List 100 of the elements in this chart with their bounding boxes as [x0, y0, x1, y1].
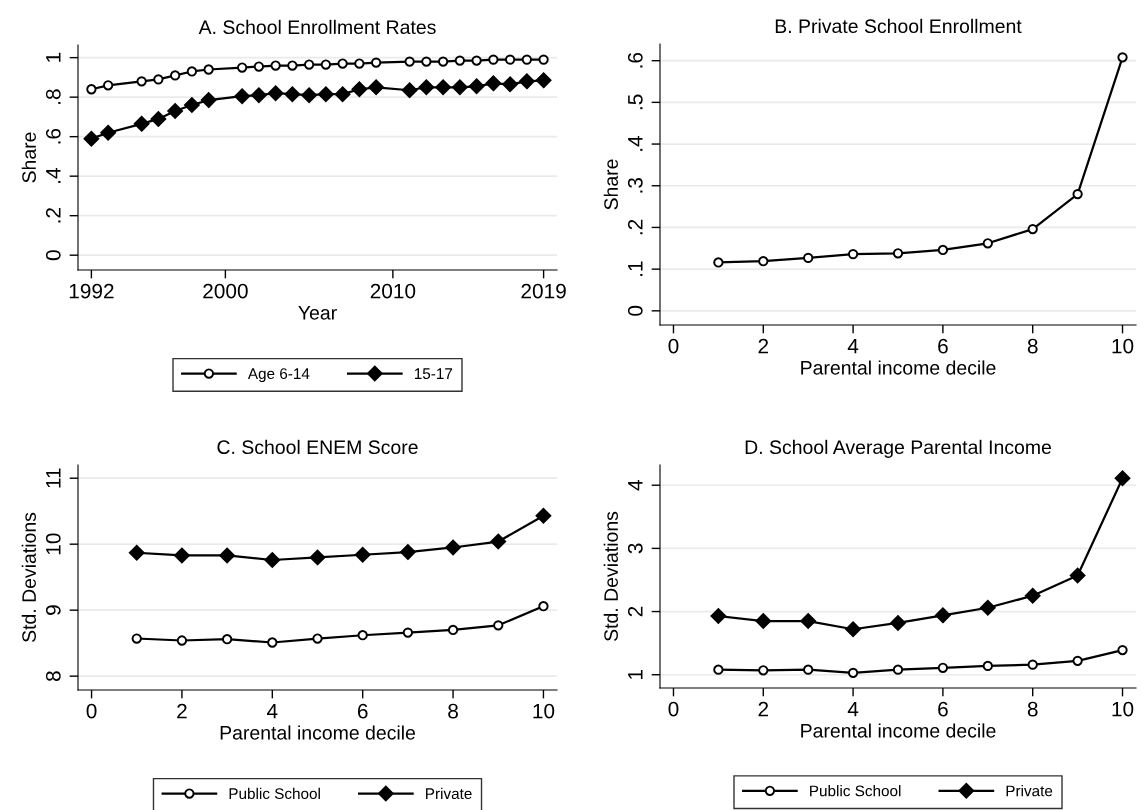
x-tick-label: 2010: [370, 283, 416, 299]
point: [128, 544, 145, 561]
point: [421, 56, 432, 67]
point: [404, 56, 415, 67]
point: [538, 601, 549, 612]
x-tick-label: 0: [668, 701, 679, 717]
point: [758, 665, 769, 676]
point: [354, 58, 365, 69]
x-tick-label: 2: [758, 338, 769, 354]
chart-title: C. School ENEM Score: [217, 439, 418, 455]
y-axis-title: Share: [603, 159, 618, 210]
point: [710, 608, 727, 624]
x-tick-label: 2: [758, 701, 769, 717]
point: [136, 76, 147, 87]
point: [803, 664, 814, 675]
point: [800, 613, 817, 629]
y-tick-label: .5: [628, 94, 643, 110]
point: [301, 87, 317, 104]
x-tick-label: 6: [357, 703, 368, 719]
point: [337, 58, 348, 69]
point: [892, 664, 904, 675]
y-tick-label: .1: [628, 261, 643, 276]
point: [1117, 644, 1128, 656]
x-axis-title: Year: [298, 306, 337, 320]
point: [454, 55, 465, 66]
point: [535, 507, 552, 524]
chart-title: B. Private School Enrollment: [775, 18, 1022, 34]
point: [490, 533, 507, 550]
point: [150, 111, 167, 127]
point: [847, 667, 859, 678]
point: [468, 78, 485, 95]
y-tick-label: 11: [46, 468, 61, 488]
point: [103, 80, 114, 91]
point: [368, 79, 384, 96]
point: [452, 79, 468, 96]
legend-label: Private: [426, 787, 472, 800]
point: [1069, 567, 1086, 584]
point: [1117, 52, 1128, 63]
point: [402, 627, 414, 638]
point: [535, 72, 552, 89]
point: [1027, 223, 1038, 235]
y-tick-label: 4: [628, 480, 643, 491]
point: [83, 130, 100, 147]
point: [186, 66, 198, 77]
x-tick-label: 4: [847, 701, 859, 717]
point: [264, 552, 281, 568]
point: [253, 61, 265, 72]
chart-title: D. School Average Parental Income: [745, 439, 1051, 458]
y-tick-label: .6: [627, 52, 643, 68]
y-tick-label: 0: [627, 305, 643, 316]
point: [184, 97, 200, 113]
point: [234, 88, 250, 105]
x-axis-title: Parental income decile: [801, 360, 996, 375]
point: [1027, 659, 1038, 670]
point: [435, 79, 451, 96]
y-tick-label: .4: [46, 168, 61, 183]
y-tick-label: .2: [627, 219, 643, 235]
point: [445, 539, 461, 556]
x-tick-label: 6: [938, 701, 948, 717]
y-tick-label: 8: [45, 671, 61, 682]
point: [713, 257, 724, 268]
y-tick-label: 1: [46, 52, 61, 62]
point: [303, 59, 315, 70]
legend-label: Public School: [810, 785, 901, 797]
point: [1072, 655, 1083, 666]
point: [937, 244, 949, 256]
point: [153, 74, 164, 85]
point: [401, 82, 418, 99]
point: [437, 56, 449, 67]
point: [803, 252, 814, 264]
point: [86, 84, 97, 95]
point: [1024, 587, 1041, 604]
y-tick-label: 9: [45, 605, 61, 615]
y-tick-label: 3: [627, 543, 643, 554]
point: [287, 60, 298, 71]
point: [890, 615, 906, 631]
y-axis-title: Share: [21, 132, 36, 183]
x-tick-label: 0: [86, 703, 97, 719]
point: [982, 660, 993, 672]
legend-label: Age 6-14: [247, 368, 310, 383]
point: [755, 613, 772, 629]
point: [519, 73, 535, 90]
y-axis-title: Std. Deviations: [21, 512, 36, 642]
point: [221, 634, 233, 645]
x-tick-label: 10: [533, 703, 555, 719]
x-tick-label: 2000: [203, 283, 248, 299]
point: [845, 621, 861, 638]
point: [100, 124, 116, 141]
point: [334, 86, 351, 103]
x-tick-label: 4: [267, 703, 278, 719]
x-tick-label: 2: [177, 703, 187, 719]
x-tick-label: 2019: [521, 283, 566, 299]
x-tick-label: 8: [1027, 338, 1038, 354]
point: [471, 55, 482, 66]
point: [400, 544, 416, 560]
point: [351, 81, 368, 98]
x-axis-title: Parental income decile: [801, 723, 996, 738]
point: [493, 620, 504, 631]
x-tick-label: 6: [938, 338, 948, 354]
point: [267, 85, 284, 102]
